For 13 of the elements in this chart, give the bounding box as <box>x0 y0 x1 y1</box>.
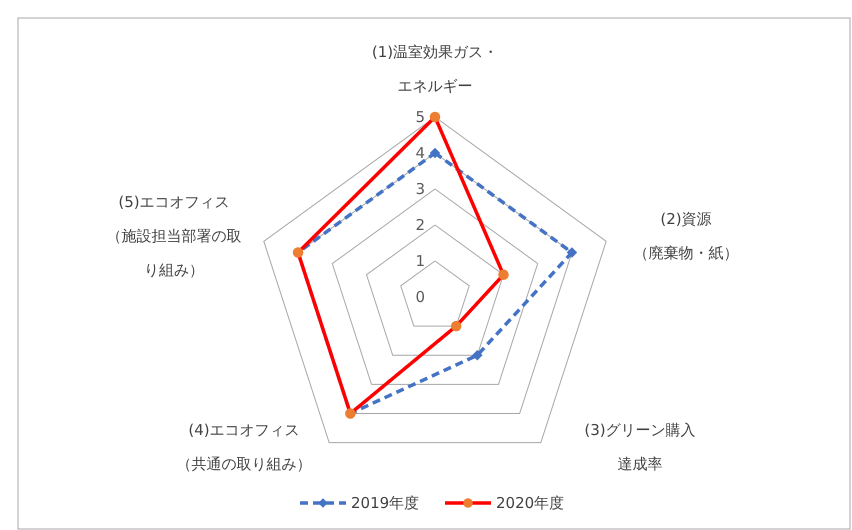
spoke-label: (1)温室効果ガス・エネルギー <box>372 43 498 95</box>
y-tick-label: 5 <box>415 108 425 126</box>
spoke-label: (4)エコオフィス（共通の取り組み） <box>176 421 312 473</box>
y-tick-label: 1 <box>415 252 425 270</box>
spoke-label: (2)資源（廃棄物・紙） <box>634 210 738 262</box>
legend-label: 2019年度 <box>351 494 420 512</box>
spoke-label: (3)グリーン購入達成率 <box>584 421 696 473</box>
y-tick-label: 3 <box>415 180 425 198</box>
y-tick-label: 4 <box>415 144 425 162</box>
legend-label: 2020年度 <box>496 494 564 512</box>
spoke-label: (5)エコオフィス（施設担当部署の取り組み） <box>106 193 242 279</box>
y-tick-label: 2 <box>415 216 425 234</box>
y-tick-label: 0 <box>415 288 425 306</box>
